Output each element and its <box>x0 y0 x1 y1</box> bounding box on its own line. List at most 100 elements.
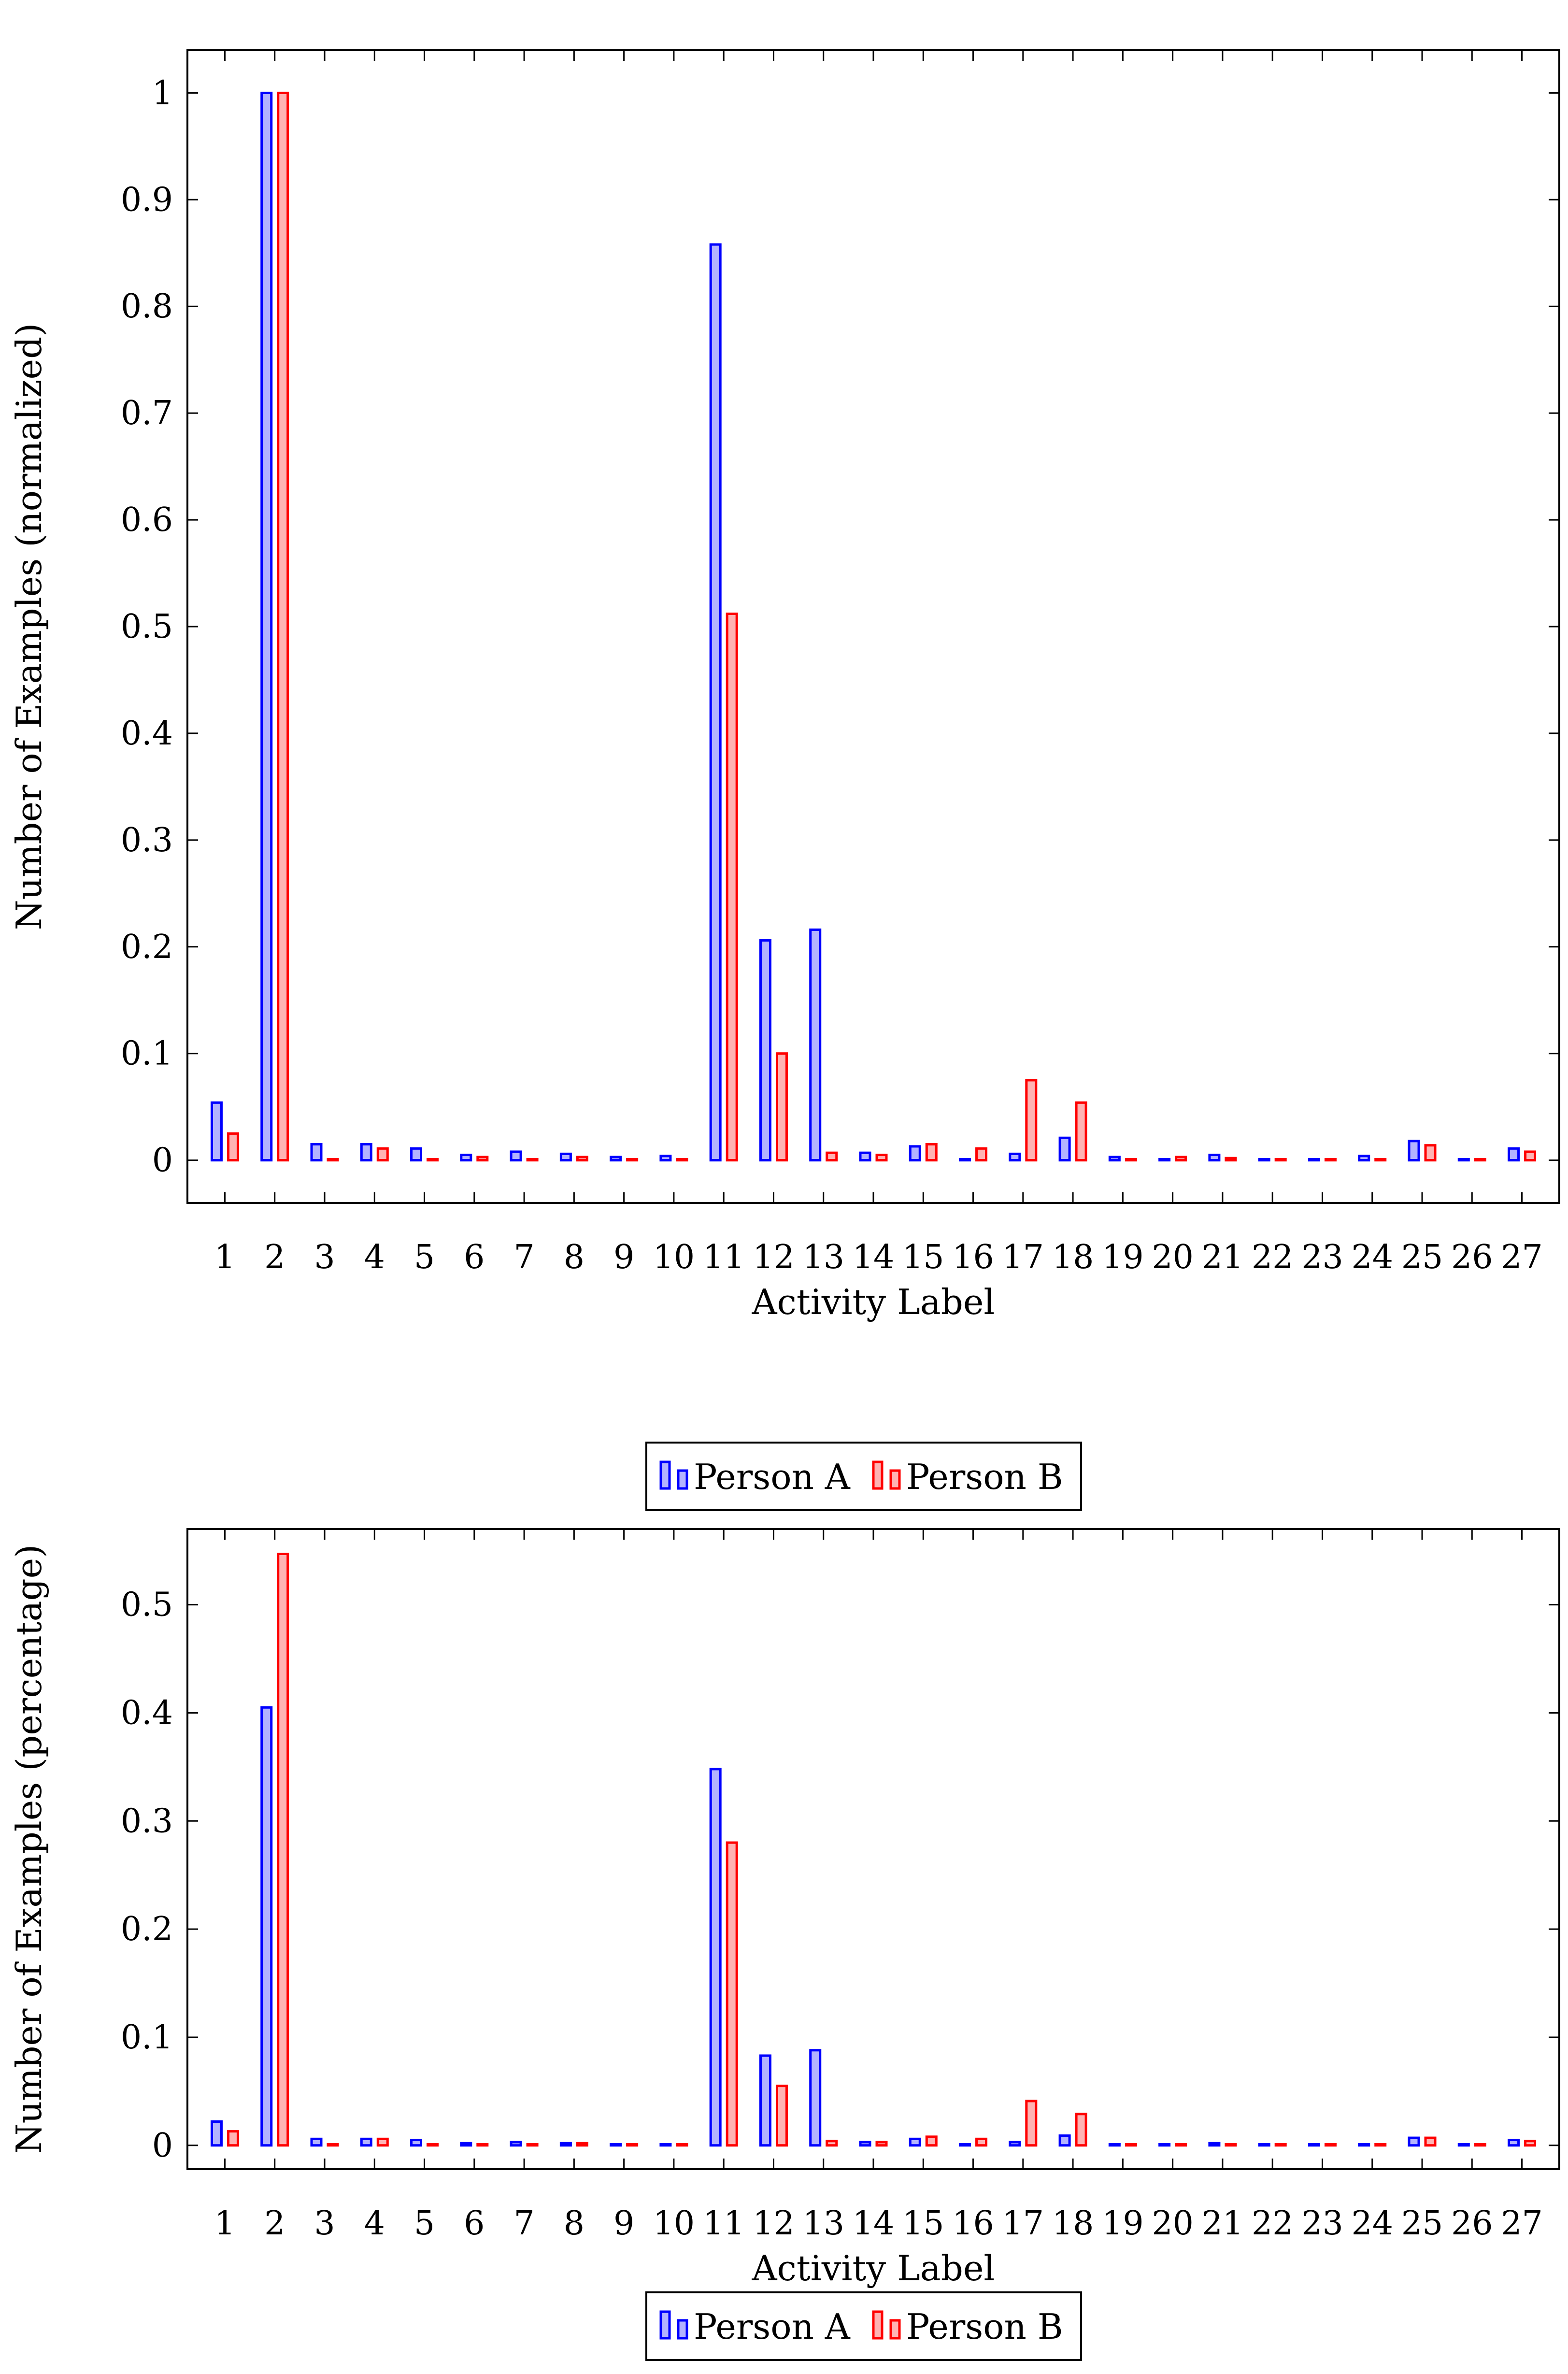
bar-person-b-14 <box>875 2141 888 2147</box>
bar-person-b-1 <box>227 1132 239 1162</box>
x-tick-label: 20 <box>1152 1238 1194 1276</box>
bar-person-a-26 <box>1457 1158 1470 1162</box>
x-tick-label: 25 <box>1401 2204 1443 2243</box>
bar-person-b-18 <box>1075 1101 1087 1162</box>
bar-person-a-3 <box>310 1143 323 1162</box>
y-tick-label: 0.5 <box>121 1586 173 1624</box>
bar-person-b-23 <box>1324 1158 1337 1162</box>
x-tick-label: 2 <box>264 2204 285 2243</box>
bar-person-b-17 <box>1025 2100 1038 2147</box>
x-tick-label: 13 <box>802 2204 844 2243</box>
bar-person-a-14 <box>859 1151 871 1162</box>
bar-person-b-25 <box>1424 2136 1437 2147</box>
bar-person-a-4 <box>360 2137 372 2147</box>
bar-person-a-25 <box>1408 2136 1420 2147</box>
bar-person-a-21 <box>1208 2142 1221 2147</box>
bar-person-b-12 <box>775 1052 788 1162</box>
bar-person-a-13 <box>809 2049 822 2147</box>
y-tick-label: 0.9 <box>121 181 173 219</box>
bar-person-a-27 <box>1508 1147 1520 1162</box>
x-tick-label: 24 <box>1351 2204 1393 2243</box>
legend-swatch <box>872 2310 884 2340</box>
bar-person-a-1 <box>210 1101 223 1162</box>
bar-person-b-8 <box>576 2142 588 2147</box>
x-tick-label: 10 <box>653 1238 695 1276</box>
bar-person-b-17 <box>1025 1079 1038 1162</box>
bar-person-b-22 <box>1274 1158 1287 1162</box>
bar-person-b-15 <box>925 2135 938 2147</box>
y-tick-label: 0.4 <box>121 1694 173 1732</box>
bar-person-a-13 <box>809 928 822 1162</box>
x-tick-label: 12 <box>753 1238 795 1276</box>
bar-person-b-12 <box>775 2085 788 2147</box>
x-tick-label: 1 <box>214 2204 235 2243</box>
legend-swatch <box>659 2310 671 2340</box>
bar-person-b-16 <box>975 2137 988 2147</box>
bar-person-b-11 <box>726 1841 738 2147</box>
x-tick-label: 14 <box>853 2204 895 2243</box>
x-tick-label: 8 <box>564 1238 584 1276</box>
bar-person-a-7 <box>510 1150 522 1162</box>
bar-person-b-4 <box>376 2137 389 2147</box>
x-tick-label: 5 <box>414 1238 435 1276</box>
bar-person-a-21 <box>1208 1154 1221 1162</box>
x-tick-label: 16 <box>952 1238 994 1276</box>
bar-person-b-4 <box>376 1147 389 1162</box>
y-tick-label: 0.5 <box>121 608 173 646</box>
x-tick-label: 7 <box>513 1238 534 1276</box>
chart-2: 00.10.20.30.40.51 2 3 4 5 6 7 8 9 10 11 12 13 14 15 16 1… <box>9 1528 1560 2361</box>
bar-person-a-9 <box>610 1156 622 1162</box>
bar-person-b-11 <box>726 612 738 1162</box>
x-tick-label: 17 <box>1002 1238 1044 1276</box>
bar-person-a-22 <box>1258 1158 1270 1162</box>
y-tick-label: 0.1 <box>121 2018 173 2057</box>
bar-person-a-11 <box>709 243 722 1162</box>
bar-person-b-27 <box>1524 2140 1537 2147</box>
x-tick-label: 16 <box>952 2204 994 2243</box>
bar-person-b-20 <box>1175 1156 1187 1162</box>
bar-person-b-27 <box>1524 1150 1537 1162</box>
x-tick-label: 21 <box>1202 1238 1244 1276</box>
x-tick-label: 4 <box>364 2204 385 2243</box>
y-tick-label: 0.3 <box>121 1802 173 1840</box>
x-tick-label: 12 <box>753 2204 795 2243</box>
bar-person-a-16 <box>959 1158 971 1162</box>
bar-person-b-1 <box>227 2130 239 2147</box>
bar-person-b-13 <box>826 1151 838 1162</box>
x-tick-label: 2 <box>264 1238 285 1276</box>
bar-person-a-11 <box>709 1768 722 2147</box>
bar-person-a-5 <box>410 2139 423 2147</box>
y-tick-label: 0 <box>152 2127 173 2165</box>
x-tick-label: 9 <box>613 2204 634 2243</box>
x-tick-label: 6 <box>464 2204 485 2243</box>
bar-person-a-24 <box>1358 1155 1370 1162</box>
x-axis-title: Activity Label <box>752 2248 995 2288</box>
bar-person-a-18 <box>1058 1136 1071 1162</box>
bar-person-b-9 <box>626 1158 639 1162</box>
bar-person-b-13 <box>826 2140 838 2147</box>
y-tick-label: 0.3 <box>121 821 173 859</box>
bar-person-a-23 <box>1308 1158 1320 1162</box>
y-tick-label: 0.7 <box>121 394 173 432</box>
y-tick-label: 0.6 <box>121 501 173 539</box>
bar-person-b-21 <box>1225 1157 1237 1162</box>
legend-label-1: Person A <box>694 1457 851 1497</box>
bar-person-a-6 <box>460 2142 472 2147</box>
x-tick-label: 11 <box>703 2204 745 2243</box>
x-tick-label: 10 <box>653 2204 695 2243</box>
bar-person-b-8 <box>576 1156 588 1162</box>
y-tick-label: 0 <box>152 1142 173 1180</box>
plot-frame <box>186 49 1560 1204</box>
x-tick-label: 3 <box>314 2204 335 2243</box>
x-tick-label: 9 <box>613 1238 634 1276</box>
bar-person-a-27 <box>1508 2139 1520 2147</box>
bar-person-b-25 <box>1424 1144 1437 1162</box>
y-tick-label: 1 <box>152 74 173 112</box>
y-tick-label: 0.4 <box>121 715 173 753</box>
bar-person-a-14 <box>859 2141 871 2147</box>
x-tick-label: 19 <box>1102 2204 1144 2243</box>
y-tick-label: 0.1 <box>121 1035 173 1073</box>
x-tick-label: 21 <box>1202 2204 1244 2243</box>
bar-person-a-12 <box>759 939 771 1162</box>
